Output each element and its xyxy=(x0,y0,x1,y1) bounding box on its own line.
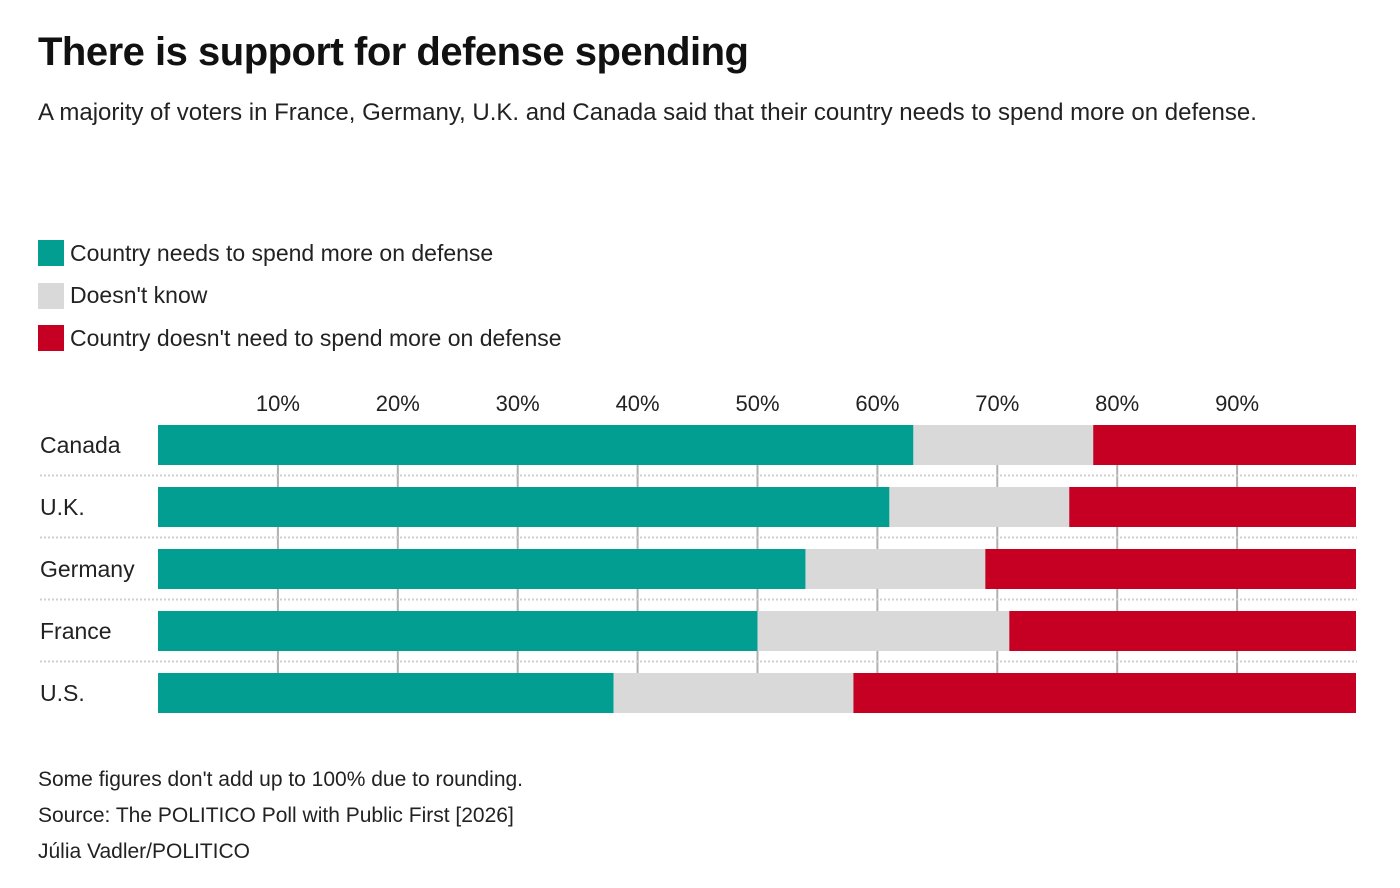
bar-segment xyxy=(805,549,986,589)
credit-note: Júlia Vadler/POLITICO xyxy=(38,840,251,863)
legend-label: Doesn't know xyxy=(70,282,208,309)
bar-segment xyxy=(1009,611,1356,651)
legend-label: Country needs to spend more on defense xyxy=(70,239,494,266)
tick-label: 70% xyxy=(975,391,1019,416)
bar-segment xyxy=(913,425,1094,465)
legend-item-no: Country doesn't need to spend more on de… xyxy=(38,317,562,360)
legend-item-dk: Doesn't know xyxy=(38,275,562,318)
legend-swatch xyxy=(38,282,64,309)
bar-segment xyxy=(1093,425,1356,465)
tick-label: 90% xyxy=(1215,391,1259,416)
tick-label: 80% xyxy=(1095,391,1139,416)
bar-segment xyxy=(889,487,1070,527)
tick-label: 30% xyxy=(496,391,540,416)
legend-swatch xyxy=(38,325,64,352)
bar-segment xyxy=(158,487,890,527)
bar-segment xyxy=(613,673,854,713)
chart-subtitle: A majority of voters in France, Germany,… xyxy=(38,99,1257,126)
bar-chart: 10% 20% 30% 40% 50% 60% 70% 80% 90% Canada U.K. Ger… xyxy=(40,391,1357,713)
bar-segment xyxy=(158,673,614,713)
category-label: Germany xyxy=(40,556,135,582)
bar-segment xyxy=(158,611,758,651)
rounding-note: Some figures don't add up to 100% due to… xyxy=(38,768,524,791)
legend-label: Country doesn't need to spend more on de… xyxy=(70,324,562,351)
legend-item-more: Country needs to spend more on defense xyxy=(38,232,562,275)
bar-segment xyxy=(1069,487,1356,527)
bar-segment xyxy=(158,549,806,589)
tick-label: 60% xyxy=(855,391,899,416)
bar-segment xyxy=(158,425,914,465)
tick-label: 10% xyxy=(256,391,300,416)
bar-segment xyxy=(985,549,1356,589)
legend: Country needs to spend more on defense D… xyxy=(38,232,562,360)
tick-label: 40% xyxy=(616,391,660,416)
tick-label: 50% xyxy=(735,391,779,416)
bar-segment xyxy=(853,673,1356,713)
category-label: U.S. xyxy=(40,680,85,706)
category-label: Canada xyxy=(40,432,121,458)
source-note: Source: The POLITICO Poll with Public Fi… xyxy=(38,804,514,827)
bar-segment xyxy=(757,611,1010,651)
legend-swatch xyxy=(38,240,64,267)
tick-label: 20% xyxy=(376,391,420,416)
notes: Some figures don't add up to 100% due to… xyxy=(38,762,523,870)
category-label: France xyxy=(40,618,112,644)
category-label: U.K. xyxy=(40,494,85,520)
chart-title: There is support for defense spending xyxy=(38,30,749,74)
